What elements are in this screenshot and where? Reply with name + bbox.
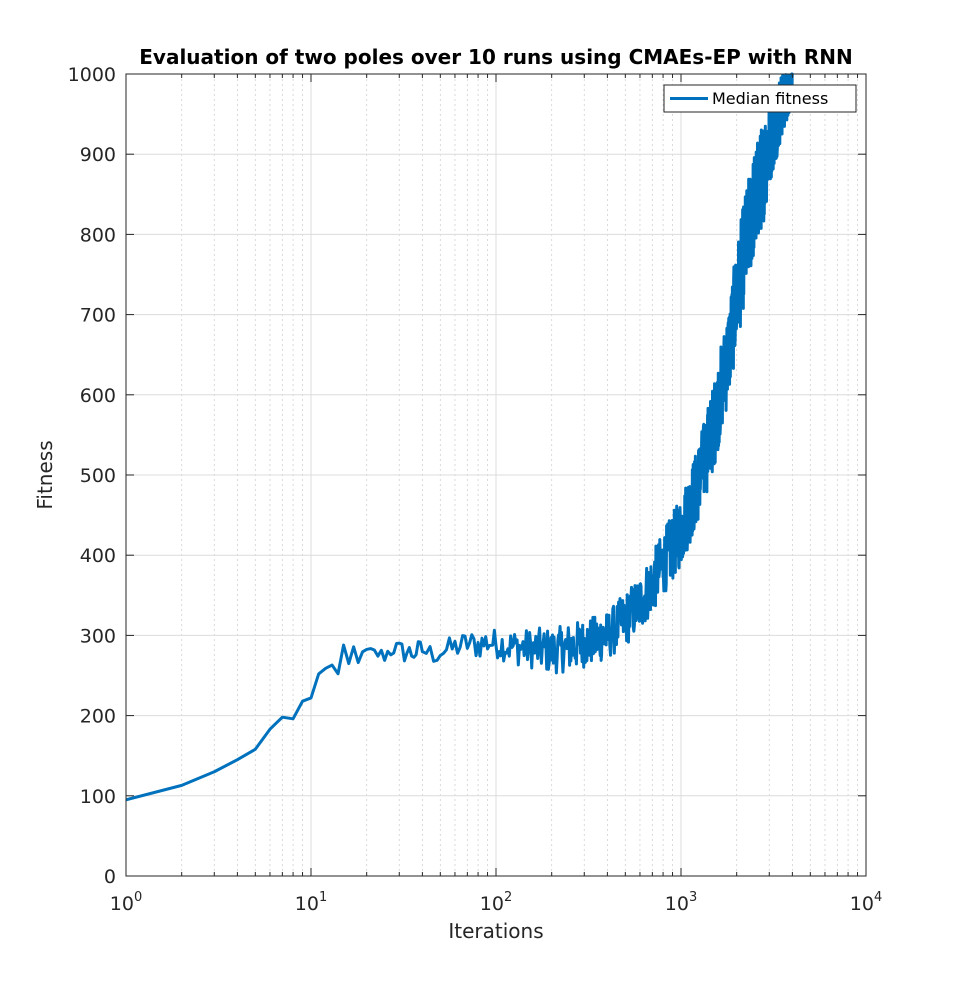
y-tick-label: 800 [80, 224, 116, 246]
y-axis-label: Fitness [33, 440, 57, 509]
x-tick-label-exponent: 2 [504, 890, 512, 905]
chart-title: Evaluation of two poles over 10 runs usi… [139, 45, 853, 69]
plot-area [125, 72, 867, 877]
x-tick-label-base: 10 [850, 893, 874, 915]
y-tick-label: 900 [80, 144, 116, 166]
x-tick-label-exponent: 4 [874, 890, 882, 905]
y-tick-label: 600 [80, 385, 116, 407]
y-tick-label: 700 [80, 305, 116, 327]
y-tick-label: 400 [80, 545, 116, 567]
x-tick-labels: 100 101 102 103 104 [110, 890, 882, 915]
x-tick-label-base: 10 [480, 893, 504, 915]
x-axis-label: Iterations [448, 919, 543, 943]
x-tick-label: 103 [665, 890, 697, 915]
series-line-median-fitness [125, 72, 794, 802]
x-tick-label-exponent: 3 [689, 890, 697, 905]
y-tick-label: 500 [80, 465, 116, 487]
x-tick-label-base: 10 [295, 893, 319, 915]
x-tick-label: 100 [110, 890, 142, 915]
legend-series-label: Median fitness [712, 89, 828, 108]
y-tick-label: 0 [104, 866, 116, 888]
x-tick-label-base: 10 [110, 893, 134, 915]
y-tick-label: 100 [80, 786, 116, 808]
x-tick-label-exponent: 1 [319, 890, 327, 905]
series-layer [125, 72, 794, 802]
y-tick-label: 300 [80, 625, 116, 647]
y-tick-label: 200 [80, 706, 116, 728]
x-tick-label: 104 [850, 890, 882, 915]
y-tick-labels: 0 100 200 300 400 500 600 700 800 900 1000 [68, 64, 116, 888]
tick-layer [125, 73, 867, 877]
legend[interactable]: Median fitness [663, 84, 857, 113]
x-tick-label-exponent: 0 [134, 890, 142, 905]
x-tick-label: 101 [295, 890, 327, 915]
x-tick-label: 102 [480, 890, 512, 915]
y-tick-label: 1000 [68, 64, 116, 86]
x-tick-label-base: 10 [665, 893, 689, 915]
